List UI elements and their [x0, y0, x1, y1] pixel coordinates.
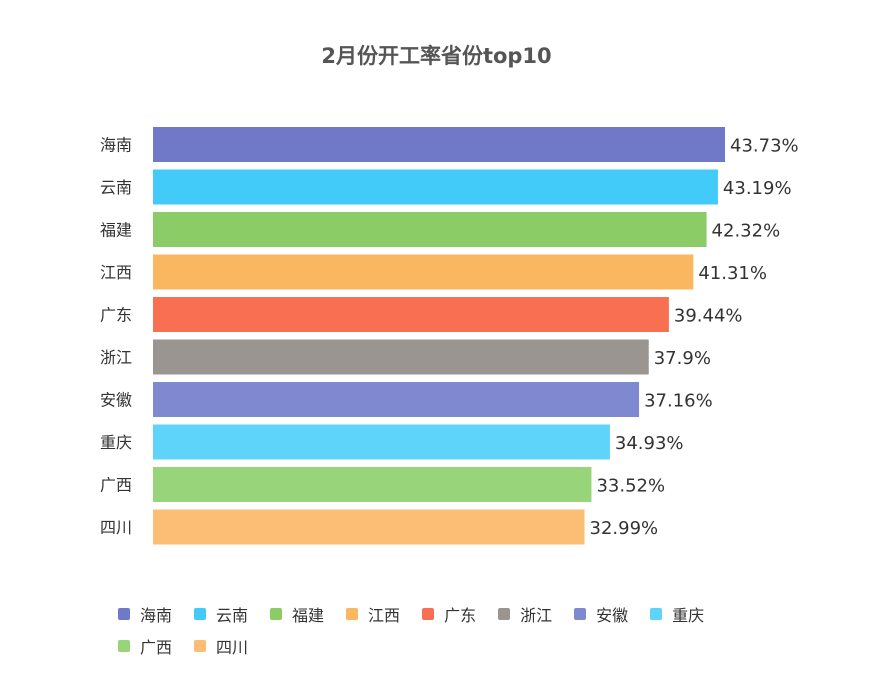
- legend-label: 海南: [140, 606, 173, 625]
- value-label: 32.99%: [590, 518, 659, 539]
- value-label: 41.31%: [698, 263, 767, 284]
- legend-label: 广东: [444, 606, 477, 625]
- legend-item[interactable]: 广西: [118, 635, 172, 657]
- legend-swatch: [498, 608, 511, 620]
- legend-swatch: [422, 608, 435, 620]
- category-label: 江西: [100, 263, 132, 282]
- category-label: 浙江: [100, 348, 132, 367]
- legend-swatch: [118, 608, 130, 620]
- category-label: 安徽: [100, 391, 132, 410]
- legend-label: 浙江: [520, 606, 553, 625]
- legend-item[interactable]: 福建: [270, 603, 324, 625]
- bar: [153, 339, 649, 375]
- value-label: 42.32%: [712, 221, 781, 242]
- legend-swatch: [194, 608, 207, 620]
- bar: [153, 509, 585, 545]
- bar: [153, 169, 718, 205]
- legend-item[interactable]: 广东: [422, 603, 476, 625]
- category-label: 广东: [100, 306, 132, 325]
- legend: 海南 云南 福建 江西 广东 浙江 安徽 重庆广西 四川: [118, 603, 758, 657]
- category-label: 云南: [100, 178, 132, 197]
- category-label: 重庆: [100, 433, 132, 452]
- legend-item[interactable]: 安徽: [574, 603, 628, 625]
- legend-label: 云南: [216, 606, 249, 625]
- legend-label: 安徽: [596, 606, 629, 625]
- legend-label: 福建: [292, 606, 325, 625]
- legend-swatch: [650, 608, 663, 620]
- bar: [153, 297, 669, 332]
- bar: [153, 424, 610, 460]
- value-label: 33.52%: [596, 476, 665, 497]
- bar: [153, 254, 694, 290]
- value-labels: 43.73% 43.19% 42.32% 41.31% 39.44% 37.9% 37.16…: [590, 136, 799, 540]
- legend-swatch: [346, 608, 359, 620]
- bar: [153, 127, 725, 162]
- value-label: 37.9%: [654, 348, 711, 369]
- bar: [153, 467, 592, 502]
- value-label: 37.16%: [644, 391, 713, 412]
- bar: [153, 212, 707, 247]
- legend-label: 江西: [368, 606, 401, 625]
- legend-swatch: [270, 608, 283, 620]
- value-label: 43.19%: [723, 178, 792, 199]
- value-label: 39.44%: [674, 306, 743, 327]
- legend-label: 四川: [216, 638, 249, 657]
- legend-item[interactable]: 江西: [346, 603, 400, 625]
- category-label: 四川: [100, 518, 132, 537]
- value-label: 43.73%: [730, 136, 799, 157]
- bar: [153, 382, 640, 417]
- category-label: 福建: [100, 221, 132, 240]
- legend-item[interactable]: 重庆: [650, 603, 704, 625]
- legend-swatch: [194, 640, 207, 652]
- legend-swatch: [118, 640, 130, 652]
- legend-item[interactable]: 云南: [194, 603, 248, 625]
- chart-title: 2月份开工率省份top10: [321, 44, 552, 68]
- category-label: 广西: [100, 476, 132, 495]
- legend-item[interactable]: 浙江: [498, 603, 552, 625]
- category-label: 海南: [100, 136, 132, 155]
- value-label: 34.93%: [615, 433, 684, 454]
- legend-label: 重庆: [672, 606, 705, 625]
- legend-item[interactable]: 四川: [194, 635, 248, 657]
- legend-label: 广西: [140, 638, 173, 657]
- legend-swatch: [574, 608, 587, 620]
- legend-item[interactable]: 海南: [118, 603, 172, 625]
- bars: [153, 127, 725, 545]
